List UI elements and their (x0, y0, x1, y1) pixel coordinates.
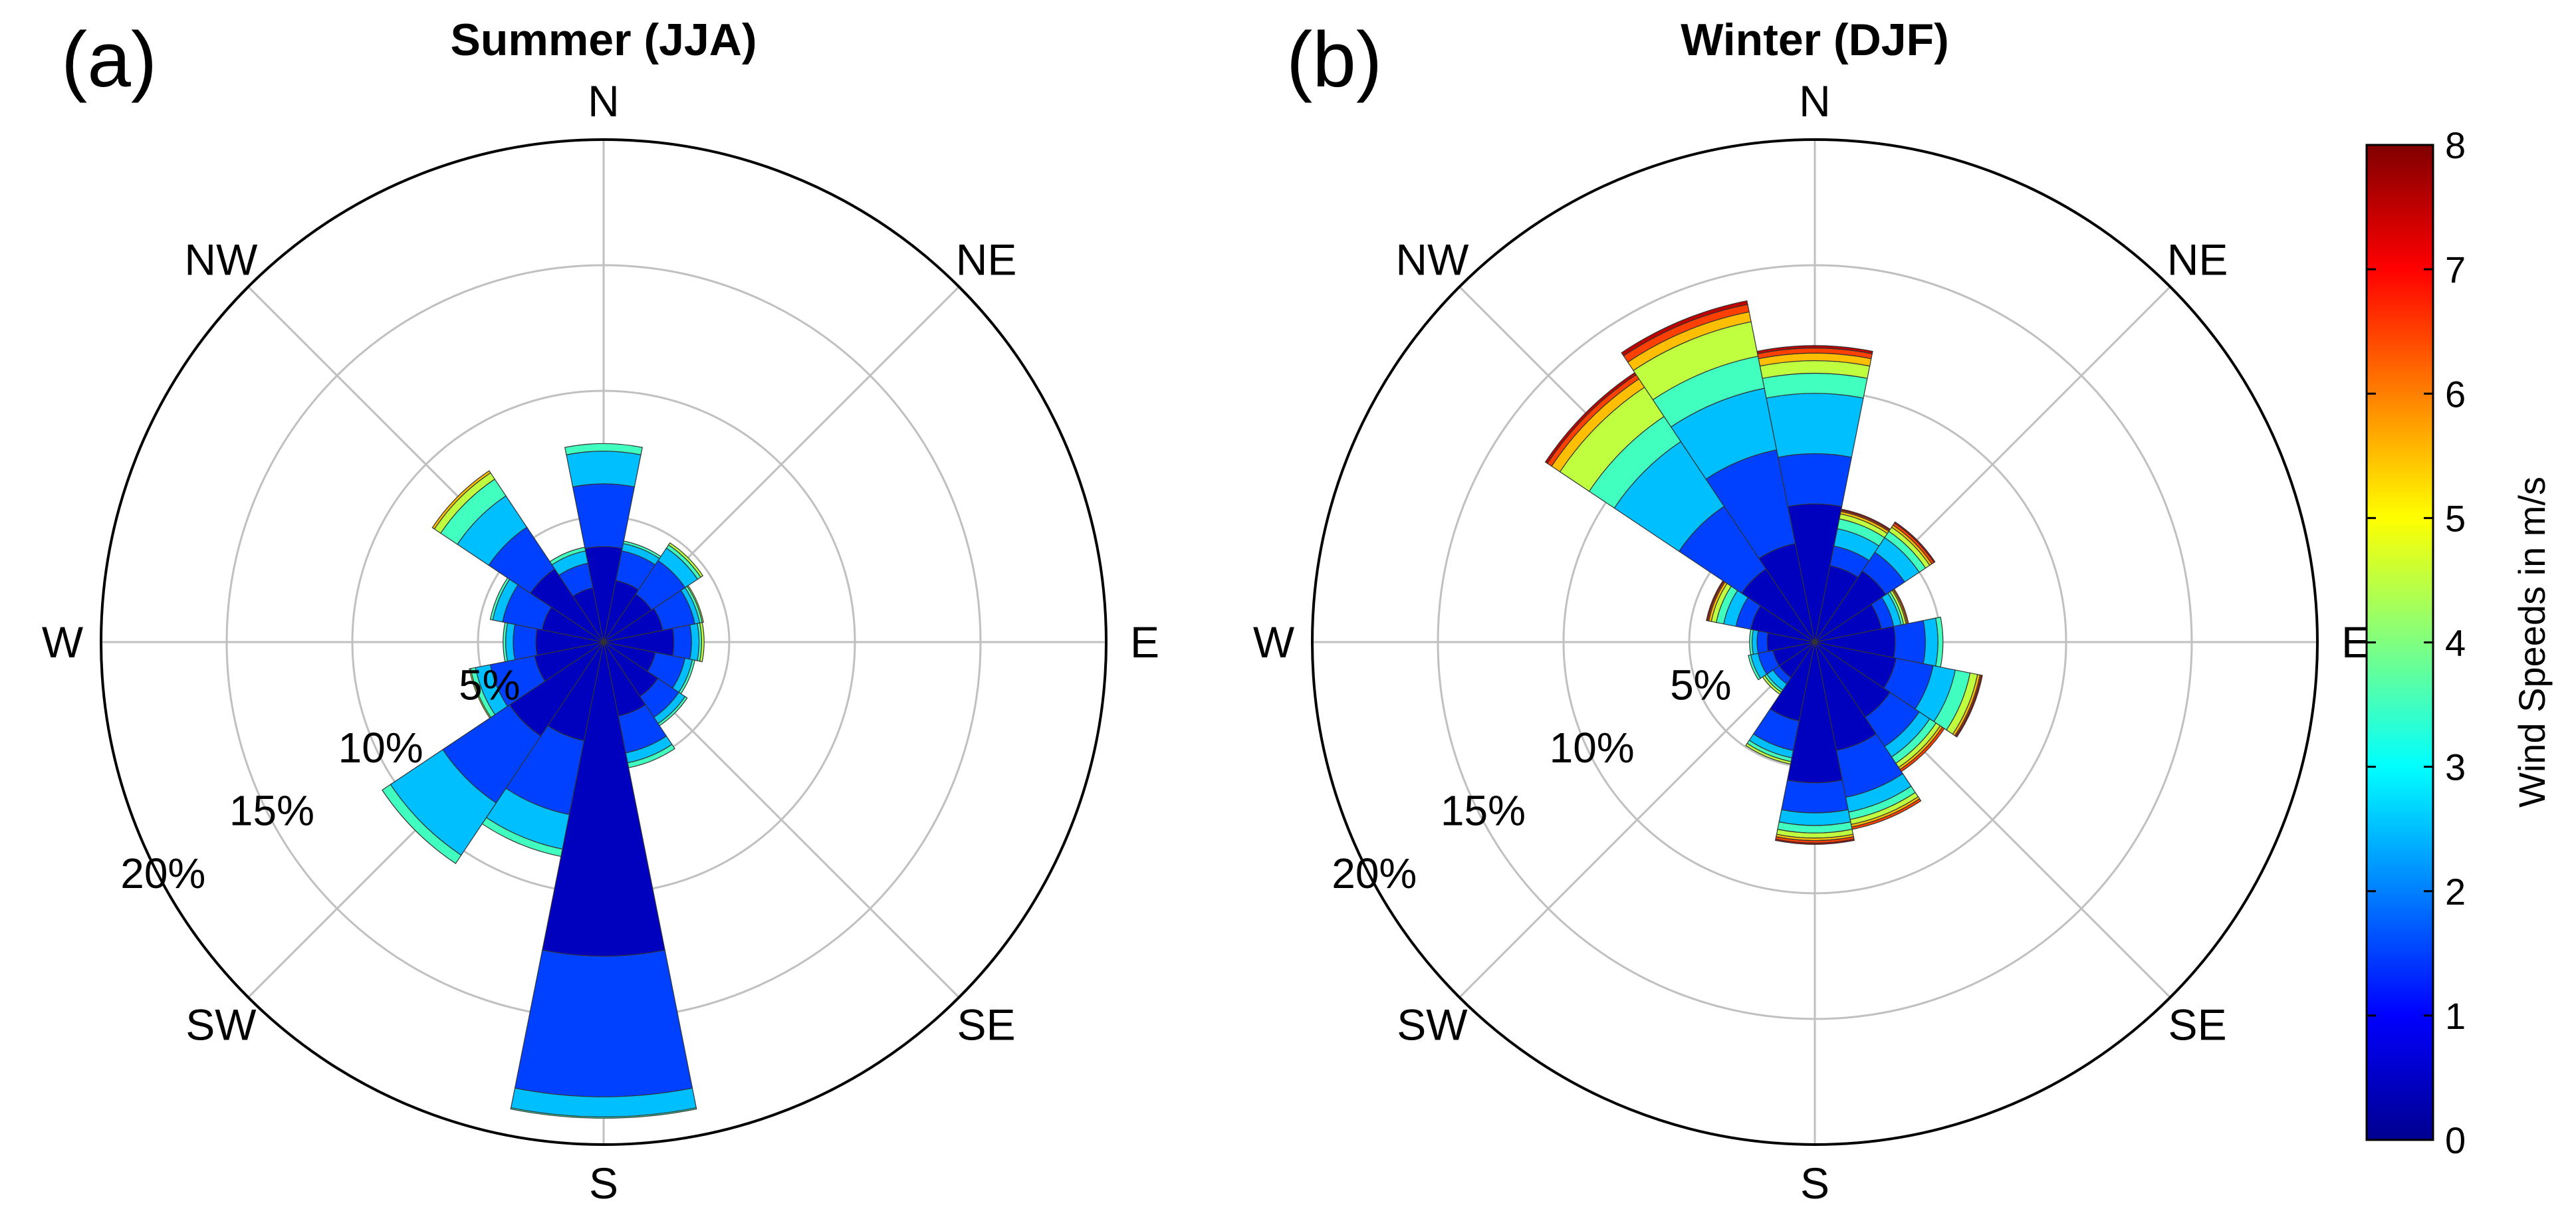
direction-label-sw: SW (1397, 1000, 1468, 1050)
colorbar-tick-label-3: 3 (2445, 746, 2466, 788)
chart-title: Winter (DJF) (1681, 15, 1949, 65)
wedge-n-bin1 (1777, 453, 1853, 507)
wedge-s-bin1 (514, 949, 693, 1097)
ring-labels: 5% 10% 15% 20% (1332, 661, 1731, 898)
chart-title: Summer (JJA) (450, 15, 757, 65)
panel-label: (a) (61, 16, 157, 104)
wedge-s-bin7 (1774, 838, 1855, 845)
wedge-ne-bin4 (667, 542, 704, 578)
direction-label-ne: NE (956, 235, 1017, 284)
wedge-w-bin1 (1756, 630, 1769, 654)
direction-label-s: S (589, 1159, 618, 1208)
wedge-e-bin2 (689, 623, 700, 661)
colorbar-tick-label-6: 6 (2445, 373, 2466, 415)
wedge-e-bin4 (699, 621, 705, 663)
wedge-n-bin3 (564, 443, 643, 455)
windrose-panel-summer: (a) Summer (JJA) N NE E SE S SW W NW 5% 10% 15% 20… (42, 15, 1159, 1208)
ring-label-1: 5% (1670, 661, 1732, 709)
direction-label-ne: NE (2167, 235, 2228, 284)
colorbar: 0 1 2 3 4 5 6 7 8 Wind Speeds in m/s (2365, 124, 2553, 1161)
colorbar-tick-label-4: 4 (2445, 622, 2466, 664)
direction-labels: N NE E SE S SW W NW (42, 76, 1159, 1208)
wedge-n-bin2 (566, 451, 642, 488)
wedge-w-bin1 (513, 623, 538, 661)
colorbar-tick-label-0: 0 (2445, 1119, 2466, 1161)
ring-label-3: 15% (1441, 787, 1526, 835)
colorbar-tick-label-1: 1 (2445, 995, 2466, 1037)
direction-label-se: SE (2168, 1000, 2227, 1050)
wedge-nw-bin5 (431, 470, 491, 530)
wedge-nnw-bin3 (549, 546, 586, 566)
wedge-s-bin3 (510, 1107, 697, 1119)
outer-circle (100, 138, 1108, 1146)
direction-label-n: N (588, 76, 620, 126)
wedge-nnw-bin7 (1621, 300, 1748, 357)
wedge-ene-bin4 (686, 585, 704, 623)
direction-label-nw: NW (184, 235, 258, 284)
direction-label-w: W (42, 617, 84, 667)
panel-label: (b) (1286, 16, 1382, 104)
direction-label-sw: SW (185, 1000, 257, 1050)
colorbar-label: Wind Speeds in m/s (2511, 477, 2553, 808)
ring-labels: 5% 10% 15% 20% (120, 661, 520, 898)
wedge-s-bin1 (1781, 779, 1849, 814)
wedge-wsw-bin3 (1748, 654, 1762, 681)
colorbar-tick-label-5: 5 (2445, 497, 2466, 539)
wedge-e-bin2 (1923, 617, 1938, 667)
ring-label-1: 5% (459, 661, 521, 709)
colorbar-tick-label-7: 7 (2445, 249, 2466, 290)
wedge-ssw-bin4 (1745, 742, 1792, 765)
outer-circle (1311, 138, 2319, 1146)
wedge-e-bin1 (672, 624, 692, 660)
wedge-n-bin1 (572, 483, 636, 549)
wedge-w-bin2 (505, 622, 516, 662)
ring-label-2: 10% (1550, 724, 1635, 772)
wedge-wsw-bin4 (469, 668, 492, 719)
grid-spoke (1459, 641, 1816, 998)
colorbar-tick-label-8: 8 (2445, 124, 2466, 166)
ring-label-2: 10% (338, 724, 423, 772)
colorbar-tick-label-2: 2 (2445, 871, 2466, 913)
direction-label-w: W (1253, 617, 1295, 667)
ring-label-3: 15% (229, 787, 314, 835)
wedge-sw-bin3 (382, 784, 462, 864)
ring-label-4: 20% (120, 849, 205, 897)
wedge-group (1544, 300, 1983, 845)
direction-label-n: N (1799, 76, 1831, 126)
direction-label-se: SE (957, 1000, 1016, 1050)
colorbar-ticks: 0 1 2 3 4 5 6 7 8 (2367, 124, 2466, 1161)
wedge-e-bin1 (1893, 619, 1926, 665)
wedge-n-bin7 (1756, 345, 1873, 354)
direction-label-s: S (1800, 1159, 1829, 1208)
colorbar-gradient (2365, 144, 2434, 1141)
direction-label-nw: NW (1395, 235, 1469, 284)
ring-label-4: 20% (1332, 849, 1417, 897)
wedge-group (382, 443, 705, 1119)
wedge-n-bin2 (1766, 393, 1864, 458)
wedge-ne-bin7 (1893, 521, 1936, 564)
wedge-ese-bin7 (1955, 675, 1983, 738)
direction-label-e: E (1130, 617, 1159, 667)
